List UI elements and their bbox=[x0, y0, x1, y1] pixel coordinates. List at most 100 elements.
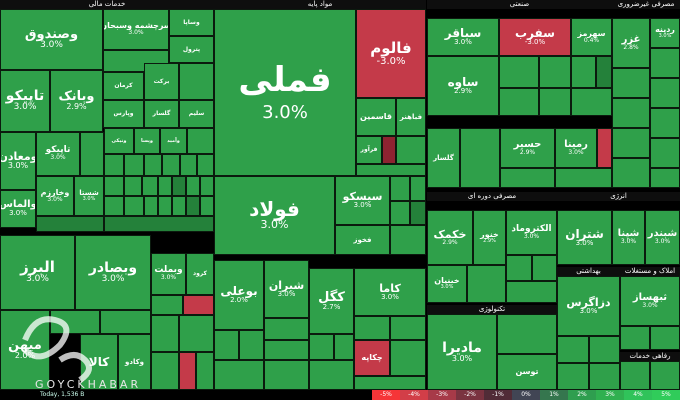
stock-tile-small-82[interactable] bbox=[597, 128, 612, 168]
stock-tile-small-66[interactable] bbox=[354, 316, 390, 340]
stock-tile-small-67[interactable] bbox=[390, 316, 426, 340]
stock-tile-small-54[interactable] bbox=[390, 176, 410, 201]
stock-tile-small-57[interactable] bbox=[410, 201, 426, 225]
stock-tile-small-24[interactable] bbox=[158, 176, 172, 196]
stock-tile-small-62[interactable] bbox=[264, 318, 309, 340]
stock-tile-small-75[interactable] bbox=[571, 56, 596, 88]
stock-tile-small-5[interactable]: برکت bbox=[144, 63, 179, 100]
stock-tile-small-103[interactable] bbox=[650, 326, 680, 350]
stock-tile-fameli[interactable]: فملی 3.0% bbox=[214, 9, 356, 176]
stock-tile-boali[interactable]: بوعلی 2.0% bbox=[214, 260, 264, 330]
stock-tile-small-10[interactable] bbox=[80, 132, 104, 176]
sector-header-welfare[interactable]: رفاهی خدمات bbox=[620, 352, 680, 361]
stock-tile-small-83[interactable] bbox=[500, 168, 555, 188]
stock-tile-sarcheshmeh[interactable]: سرچشمه وسبحان 3.0% bbox=[103, 9, 169, 50]
stock-tile-khanor[interactable]: خنور 2.9% bbox=[473, 210, 506, 265]
stock-tile-small-91[interactable] bbox=[650, 138, 680, 168]
stock-tile-thbnesaz[interactable]: ثبهساز 3.0% bbox=[620, 276, 680, 326]
stock-tile-small-17[interactable] bbox=[144, 154, 162, 176]
stock-tile-kama[interactable]: کاما 3.0% bbox=[354, 268, 426, 316]
stock-tile-small-81[interactable] bbox=[460, 128, 500, 188]
stock-tile-small-44[interactable] bbox=[179, 315, 214, 352]
stock-tile-saveh[interactable]: ساوه 2.9% bbox=[427, 56, 499, 116]
stock-tile-toosan[interactable]: توسن bbox=[497, 354, 557, 390]
stock-tile-small-70[interactable] bbox=[264, 360, 309, 390]
stock-tile-small-49[interactable]: فباهنر bbox=[396, 98, 426, 136]
stock-tile-folad[interactable]: فولاد 3.0% bbox=[214, 176, 335, 255]
stock-tile-small-42[interactable]: وکادو bbox=[118, 334, 151, 390]
stock-tile-vbmellat[interactable]: وبملت 3.0% bbox=[151, 253, 186, 295]
stock-tile-shasta[interactable]: شستا 3.0% bbox=[74, 176, 104, 216]
stock-tile-sisco[interactable]: سیسکو 3.0% bbox=[335, 176, 390, 225]
stock-tile-small-38[interactable] bbox=[183, 295, 214, 315]
stock-tile-ghazar[interactable]: غزر 2.8% bbox=[612, 18, 650, 68]
stock-tile-small-101[interactable] bbox=[589, 363, 620, 390]
stock-tile-small-84[interactable] bbox=[555, 168, 612, 188]
stock-tile-small-51[interactable] bbox=[382, 136, 396, 164]
stock-tile-small-105[interactable] bbox=[650, 361, 680, 390]
stock-tile-small-50[interactable]: فرآور bbox=[356, 136, 382, 164]
stock-tile-small-77[interactable] bbox=[499, 88, 539, 116]
stock-tile-khanban[interactable]: خبنیان 3.0% bbox=[427, 265, 467, 303]
stock-tile-alborz[interactable]: البرز 3.0% bbox=[0, 235, 75, 310]
stock-tile-small-12[interactable]: وپسا bbox=[134, 128, 160, 154]
stock-tile-small-46[interactable] bbox=[179, 352, 196, 390]
stock-tile-small-104[interactable] bbox=[620, 361, 650, 390]
stock-tile-small-90[interactable] bbox=[612, 128, 650, 158]
stock-tile-small-76[interactable] bbox=[596, 56, 612, 88]
stock-tile-shina[interactable]: شپنا 3.0% bbox=[612, 210, 645, 265]
stock-tile-small-26[interactable] bbox=[186, 176, 200, 196]
stock-tile-madira[interactable]: مادیرا 3.0% bbox=[427, 314, 497, 390]
stock-tile-kegol[interactable]: کگل 2.7% bbox=[309, 268, 354, 334]
stock-tile-small-7[interactable]: وپارس bbox=[103, 100, 144, 128]
stock-tile-small-37[interactable]: کرود bbox=[186, 253, 214, 295]
stock-tile-small-71[interactable] bbox=[309, 360, 354, 390]
stock-tile-small-63[interactable] bbox=[264, 340, 309, 360]
stock-tile-small-23[interactable] bbox=[142, 176, 158, 196]
stock-tile-shiran[interactable]: شیران 3.0% bbox=[264, 260, 309, 318]
stock-tile-small-33[interactable] bbox=[186, 196, 200, 216]
stock-tile-small-69[interactable] bbox=[214, 360, 264, 390]
stock-tile-sapagh[interactable]: سباقر 3.0% bbox=[427, 18, 499, 56]
stock-tile-chekapa[interactable]: چکاپه bbox=[354, 340, 390, 376]
stock-tile-small-94[interactable] bbox=[467, 265, 506, 303]
stock-tile-small-22[interactable] bbox=[124, 176, 142, 196]
stock-tile-small-18[interactable] bbox=[162, 154, 180, 176]
sector-header-basic[interactable]: مواد پایه bbox=[214, 0, 426, 9]
stock-tile-small-64[interactable] bbox=[309, 334, 334, 360]
stock-tile-small-52[interactable] bbox=[396, 136, 426, 164]
stock-tile-rumina[interactable]: رمینا 3.0% bbox=[555, 128, 597, 168]
stock-tile-small-36[interactable] bbox=[104, 216, 214, 232]
stock-tile-small-95[interactable] bbox=[506, 255, 532, 281]
stock-tile-vasandogh[interactable]: وصندوق 3.0% bbox=[0, 9, 103, 70]
stock-tile-small-41[interactable] bbox=[100, 310, 151, 334]
stock-tile-small-4[interactable]: کرمان bbox=[103, 72, 144, 100]
stock-tile-small-74[interactable] bbox=[539, 56, 571, 88]
stock-tile-small-73[interactable] bbox=[499, 56, 539, 88]
stock-tile-small-93[interactable] bbox=[650, 168, 680, 188]
stock-tile-small-102[interactable] bbox=[620, 326, 650, 350]
stock-tile-vamaadan[interactable]: ومعادن 3.0% bbox=[0, 132, 36, 190]
stock-tile-shnidar[interactable]: شبندر 3.0% bbox=[645, 210, 680, 265]
stock-tile-tapico[interactable]: تاپیکو 3.0% bbox=[0, 70, 50, 132]
stock-tile-small-11[interactable]: ونیکی bbox=[104, 128, 134, 154]
stock-tile-small-58[interactable]: فخوز bbox=[335, 225, 390, 255]
stock-tile-small-8[interactable]: گلسار bbox=[144, 100, 179, 128]
stock-tile-small-29[interactable] bbox=[124, 196, 144, 216]
sector-header-technology[interactable]: تکنولوژی bbox=[427, 305, 557, 314]
stock-tile-hesir[interactable]: حسیر 2.9% bbox=[500, 128, 555, 168]
sector-header-energy[interactable]: انرژی bbox=[557, 192, 680, 201]
stock-tile-small-39[interactable] bbox=[151, 295, 183, 315]
stock-tile-vbank[interactable]: وبانک 2.9% bbox=[50, 70, 103, 132]
stock-tile-tapikou[interactable]: تاپیکو 3.0% bbox=[36, 132, 80, 176]
stock-tile-small-45[interactable] bbox=[151, 352, 179, 390]
stock-tile-small-60[interactable] bbox=[214, 330, 239, 360]
stock-tile-small-20[interactable] bbox=[197, 154, 214, 176]
stock-tile-khakmak[interactable]: خکمک 2.9% bbox=[427, 210, 473, 265]
stock-tile-small-97[interactable] bbox=[506, 281, 557, 303]
stock-tile-vbsader[interactable]: وبصادر 3.0% bbox=[75, 235, 151, 310]
stock-tile-small-80[interactable]: گلسار bbox=[427, 128, 460, 188]
stock-tile-valmas[interactable]: والماس 3.0% bbox=[0, 190, 36, 228]
stock-tile-small-25[interactable] bbox=[172, 176, 186, 196]
stock-tile-alcteromad[interactable]: الکتروماد 3.0% bbox=[506, 210, 557, 255]
